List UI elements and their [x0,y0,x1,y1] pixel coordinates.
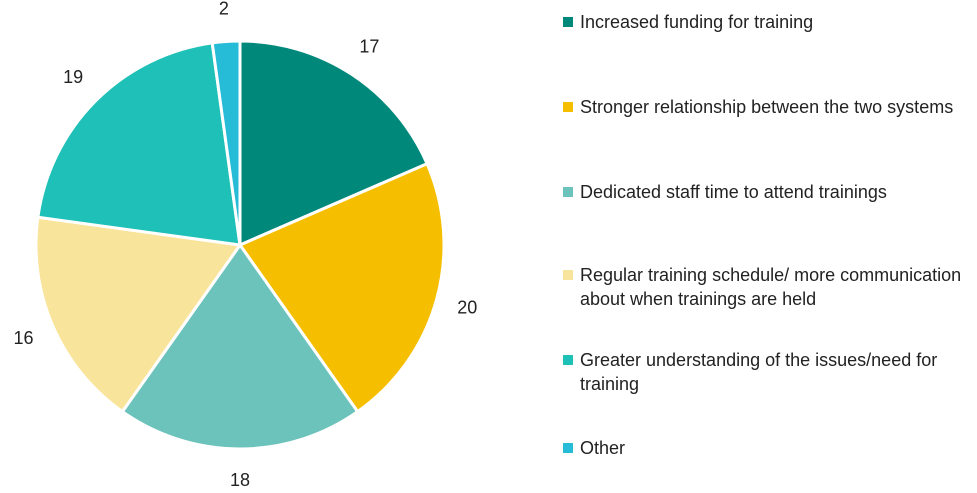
pie-area: 17 20 18 16 19 2 [14,0,478,490]
legend-label: Regular training schedule/ more communic… [580,265,962,309]
legend-swatch [563,187,573,197]
pie-slice [237,161,446,414]
data-label: 19 [63,67,83,87]
data-label: 17 [359,36,379,56]
legend-label: Stronger relationship between the two sy… [580,97,954,117]
legend-label: Increased funding for training [580,12,814,32]
legend-swatch [563,355,573,365]
pie-slice [210,39,242,246]
data-label: 20 [457,297,477,317]
data-label: 16 [14,328,34,348]
legend-swatch [563,443,573,453]
legend-swatch [563,270,573,280]
pie-slice [34,215,243,414]
legend-label: Greater understanding of the issues/need… [580,350,938,394]
legend-swatch [563,17,573,27]
legend-item: Dedicated staff time to attend trainings [563,180,973,204]
legend-item: Regular training schedule/ more communic… [563,263,973,311]
pie-slice [120,242,360,451]
legend-label: Other [580,438,626,458]
legend-swatch [563,102,573,112]
legend-item: Stronger relationship between the two sy… [563,95,973,119]
pie-slice [36,41,242,247]
pie-slice [238,39,430,248]
legend-item: Other [563,436,973,460]
legend-item: Greater understanding of the issues/need… [563,348,973,396]
legend-item: Increased funding for training [563,10,973,34]
data-label: 18 [230,470,250,490]
legend-label: Dedicated staff time to attend trainings [580,182,887,202]
data-label: 2 [219,0,229,18]
